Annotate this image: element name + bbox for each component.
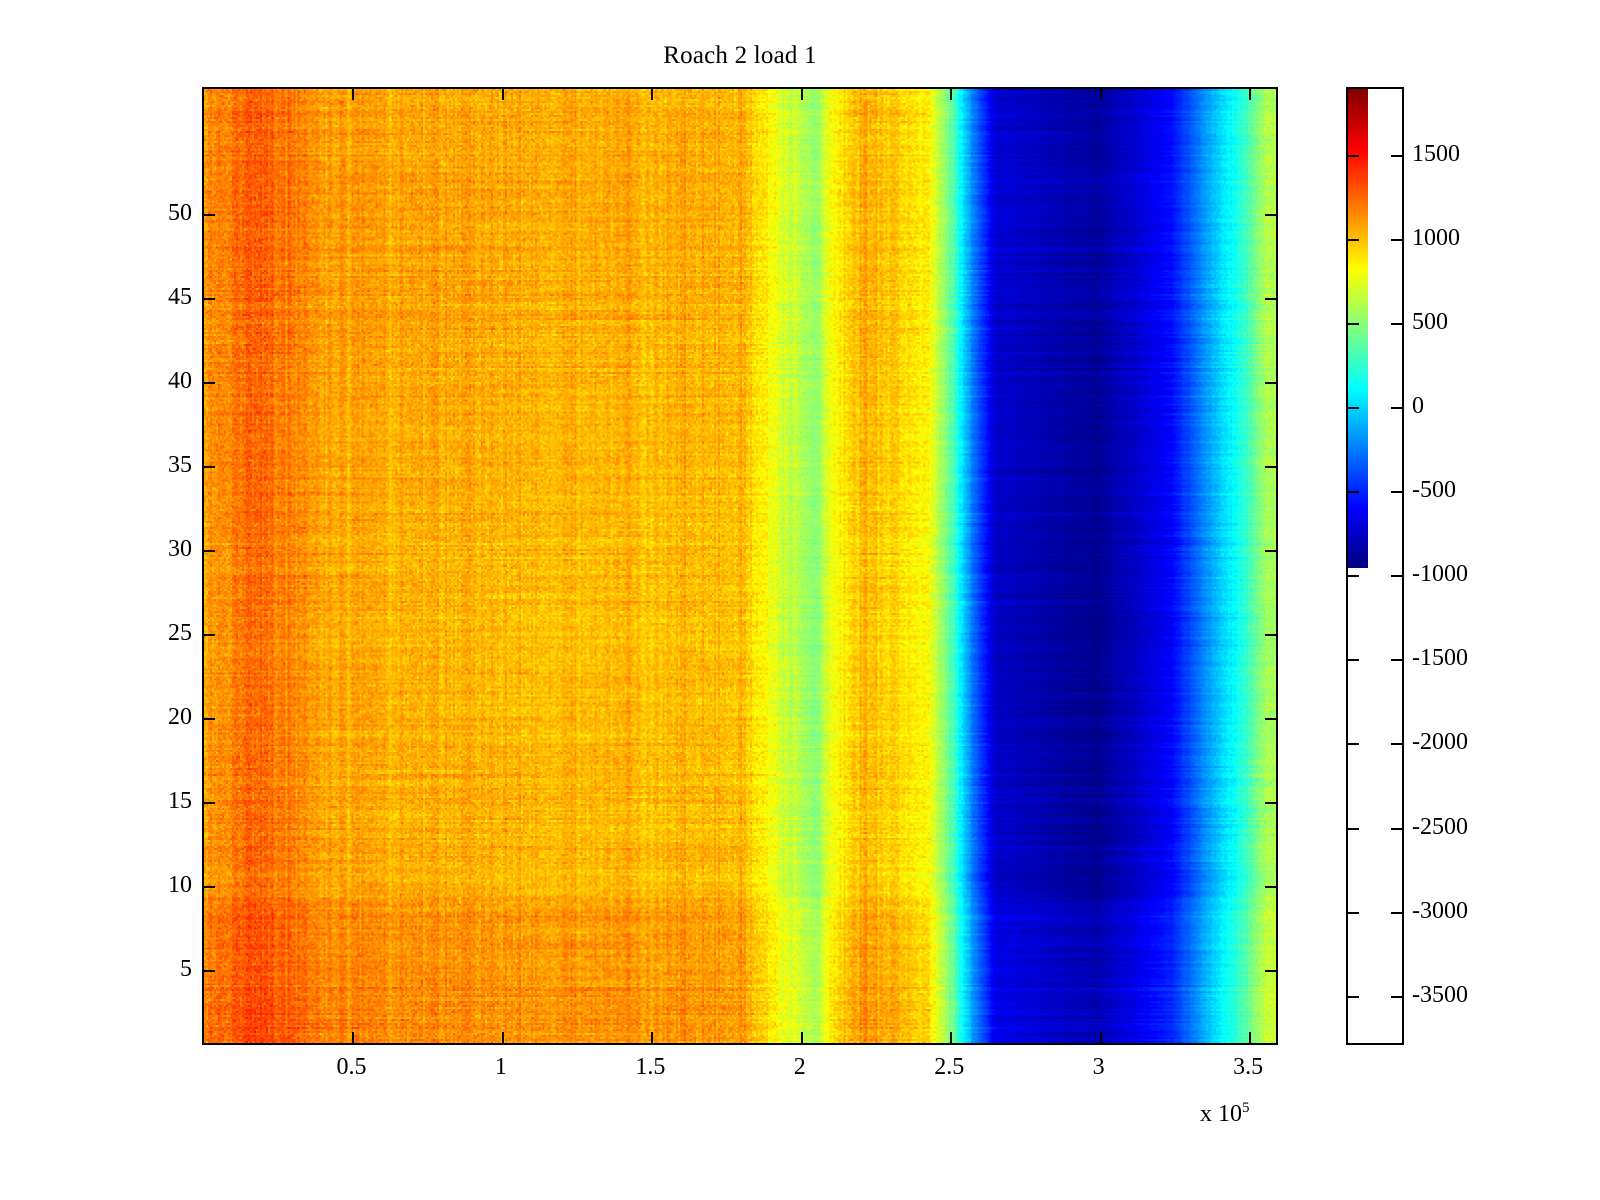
colorbar-tick	[1348, 743, 1359, 746]
y-axis-tick	[1265, 718, 1276, 721]
x-axis-tick-label: 3	[1092, 1054, 1105, 1080]
x-axis-tick-labels: 0.5 1 1.5 2 2.5 3 3.5	[202, 1055, 1278, 1095]
x-axis-tick	[950, 1032, 953, 1043]
y-axis-tick	[204, 802, 215, 805]
x-axis-tick	[1099, 89, 1102, 100]
colorbar-tick-label: -2500	[1412, 813, 1468, 840]
colorbar-tick-label: 1000	[1412, 225, 1460, 252]
y-axis-tick-label: 10	[168, 872, 192, 899]
colorbar-tick	[1348, 407, 1359, 410]
y-axis-tick-label: 30	[168, 536, 192, 563]
x-axis-tick	[352, 89, 355, 100]
y-axis-tick	[204, 382, 215, 385]
x-axis-tick	[950, 89, 953, 100]
y-axis-tick-label: 25	[168, 620, 192, 647]
colorbar-tick-label: -3000	[1412, 897, 1468, 924]
x-axis-tick	[352, 1032, 355, 1043]
y-axis-tick	[1265, 382, 1276, 385]
x-axis-tick	[800, 1032, 803, 1043]
colorbar-gradient	[1348, 89, 1368, 568]
colorbar[interactable]	[1346, 87, 1404, 1045]
colorbar-tick	[1348, 323, 1359, 326]
colorbar-tick-label: -1500	[1412, 645, 1468, 672]
plot-title: Roach 2 load 1	[663, 42, 817, 69]
x-axis-tick-label: 3.5	[1233, 1054, 1264, 1080]
y-axis-tick	[204, 886, 215, 889]
y-axis-tick-label: 5	[180, 956, 192, 983]
y-axis-tick	[1265, 298, 1276, 301]
colorbar-tick	[1391, 659, 1402, 662]
colorbar-tick	[1391, 323, 1402, 326]
colorbar-tick	[1391, 491, 1402, 494]
y-axis-tick	[204, 550, 215, 553]
y-axis-tick	[204, 214, 215, 217]
colorbar-tick	[1391, 155, 1402, 158]
y-axis-tick	[1265, 466, 1276, 469]
heatmap-image	[204, 89, 1276, 1043]
colorbar-tick-label: 500	[1412, 309, 1448, 336]
x-axis-tick-label: 1	[494, 1054, 507, 1080]
colorbar-tick-labels: 1500 1000 500 0 -500 -1000 -1500 -2000 -2500 -300…	[1412, 87, 1522, 1045]
colorbar-tick	[1391, 911, 1402, 914]
colorbar-tick-label: 1500	[1412, 141, 1460, 168]
x-axis-tick-label: 1.5	[635, 1054, 666, 1080]
y-axis-tick	[204, 634, 215, 637]
colorbar-tick	[1348, 155, 1359, 158]
colorbar-tick	[1348, 575, 1359, 578]
y-axis-tick-label: 50	[168, 200, 192, 227]
y-axis-tick-label: 35	[168, 452, 192, 479]
colorbar-tick	[1348, 827, 1359, 830]
x-axis-tick-label: 2.5	[934, 1054, 965, 1080]
colorbar-tick-label: -1000	[1412, 561, 1468, 588]
colorbar-tick	[1391, 827, 1402, 830]
y-axis-tick	[1265, 634, 1276, 637]
y-axis-tick	[1265, 550, 1276, 553]
x-axis-tick	[651, 1032, 654, 1043]
colorbar-tick	[1391, 995, 1402, 998]
colorbar-tick	[1391, 743, 1402, 746]
colorbar-tick-label: -2000	[1412, 729, 1468, 756]
y-axis-tick-label: 15	[168, 788, 192, 815]
colorbar-tick	[1391, 407, 1402, 410]
y-axis-tick	[1265, 970, 1276, 973]
x-axis-exponent-power: 5	[1242, 1100, 1250, 1116]
colorbar-tick	[1348, 911, 1359, 914]
x-axis-tick-label: 0.5	[336, 1054, 367, 1080]
y-axis-tick-label: 40	[168, 368, 192, 395]
colorbar-tick	[1391, 575, 1402, 578]
x-axis-tick	[501, 89, 504, 100]
colorbar-region[interactable]: 1500 1000 500 0 -500 -1000 -1500 -2000 -2500 -300…	[1346, 87, 1468, 1045]
x-axis-exponent-mantissa: x 10	[1200, 1101, 1242, 1127]
y-axis-tick-labels: 5 10 15 20 25 30 35 40 45 50	[110, 87, 192, 1045]
y-axis-tick	[204, 466, 215, 469]
x-axis-tick	[501, 1032, 504, 1043]
colorbar-tick	[1348, 239, 1359, 242]
heatmap-axes[interactable]	[202, 87, 1278, 1045]
x-axis-tick	[1099, 1032, 1102, 1043]
y-axis-tick-label: 20	[168, 704, 192, 731]
y-axis-tick	[204, 298, 215, 301]
x-axis-tick-label: 2	[793, 1054, 806, 1080]
y-axis-tick	[1265, 214, 1276, 217]
y-axis-tick	[204, 970, 215, 973]
colorbar-tick-label: -500	[1412, 477, 1456, 504]
colorbar-tick	[1348, 995, 1359, 998]
y-axis-tick-label: 45	[168, 284, 192, 311]
colorbar-tick	[1391, 239, 1402, 242]
y-axis-tick	[204, 718, 215, 721]
x-axis-tick	[800, 89, 803, 100]
y-axis-tick	[1265, 886, 1276, 889]
colorbar-tick-label: 0	[1412, 393, 1424, 420]
colorbar-tick-label: -3500	[1412, 981, 1468, 1008]
colorbar-tick	[1348, 659, 1359, 662]
y-axis-tick	[1265, 802, 1276, 805]
x-axis-tick	[1249, 89, 1252, 100]
colorbar-tick	[1348, 491, 1359, 494]
x-axis-exponent-label: x 105	[1200, 1100, 1250, 1128]
x-axis-tick	[1249, 1032, 1252, 1043]
x-axis-tick	[651, 89, 654, 100]
